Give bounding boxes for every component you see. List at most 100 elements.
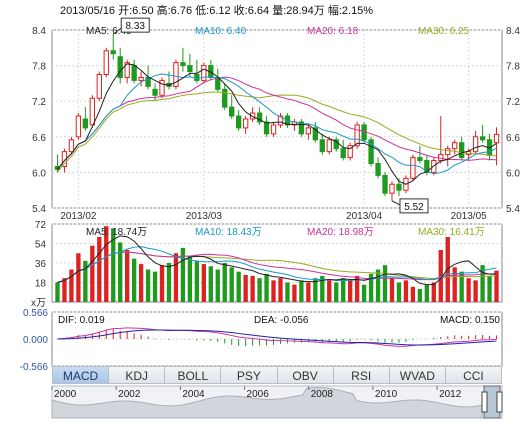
dea-label: DEA: -0.056 (254, 315, 309, 326)
candle-body (180, 62, 186, 67)
volume-bar (487, 276, 492, 302)
price-y-tick-left: 8.4 (32, 26, 46, 37)
candle-body (159, 79, 165, 96)
volume-y-tick: 18 (35, 279, 47, 290)
volume-bar (62, 278, 67, 302)
ma20-line (57, 76, 497, 170)
timeline-year-label: 2002 (118, 389, 141, 400)
volume-bar (410, 286, 416, 302)
tab-rsi[interactable]: RSI (333, 366, 390, 384)
indicator-tabs: MACD KDJ BOLL PSY OBV RSI WVAD CCI (52, 366, 502, 384)
tab-psy[interactable]: PSY (221, 366, 278, 384)
candle-body (459, 142, 465, 159)
volume-bar (361, 284, 367, 302)
candle-body (340, 148, 346, 159)
candle-body (396, 183, 402, 191)
tab-wvad[interactable]: WVAD (389, 366, 446, 384)
volume-y-tick: 54 (35, 240, 47, 251)
candle-body (222, 88, 228, 108)
volume-bar (97, 237, 102, 302)
price-y-tick-left: 7.8 (32, 62, 46, 73)
candle-body (472, 136, 479, 153)
volume-bar (382, 265, 388, 302)
candle-body (326, 139, 332, 153)
candle-body (194, 74, 200, 81)
volume-bar (69, 269, 74, 302)
candle-body (312, 127, 318, 141)
volume-bar (173, 253, 179, 302)
volume-bar (285, 282, 290, 302)
ma10-line (57, 73, 497, 175)
vol-ma20-line (57, 251, 497, 283)
volume-bar (131, 258, 137, 302)
tab-kdj[interactable]: KDJ (109, 366, 166, 384)
volume-bar (480, 265, 485, 302)
timeline-handle-left[interactable] (481, 391, 488, 413)
candle-body (263, 121, 270, 135)
vol-ma20-label: MA20: 18.98万 (307, 227, 374, 238)
volume-bar (236, 271, 241, 302)
candle-body (270, 124, 277, 135)
candle-body (110, 50, 116, 55)
candle-body (131, 65, 137, 81)
volume-y-tick: x万 (31, 298, 46, 309)
volume-bar (354, 276, 360, 302)
volume-bar (313, 278, 318, 302)
candle-body (424, 160, 430, 173)
volume-bar (125, 250, 130, 302)
volume-bar (320, 276, 325, 302)
candle-body (152, 88, 158, 96)
volume-bar (166, 263, 172, 302)
candle-body (347, 145, 353, 159)
ma30-label: MA30: 6.25 (418, 26, 470, 37)
timeline-year-label: 2000 (54, 389, 77, 400)
high-marker-box (120, 17, 150, 33)
vol-ma10-line (57, 246, 497, 283)
candle-body (389, 183, 395, 194)
volume-bar (459, 271, 464, 302)
candle-body (138, 76, 144, 81)
ma20-label: MA20: 6.18 (307, 26, 359, 37)
volume-bar (83, 260, 88, 302)
volume-bar (152, 271, 158, 302)
candle-body (236, 115, 242, 129)
volume-y-tick: 36 (35, 259, 47, 270)
candle-body (333, 139, 339, 150)
volume-bar (417, 289, 423, 302)
timeline-handle-right[interactable] (496, 391, 503, 413)
volume-bar (292, 284, 297, 302)
tab-obv[interactable]: OBV (277, 366, 334, 384)
candle-body (375, 163, 381, 176)
volume-bar (396, 282, 402, 302)
price-y-tick-right: 5.4 (506, 204, 520, 215)
timeline-year-label: 2012 (439, 389, 462, 400)
candle-body (479, 136, 486, 141)
price-y-tick-left: 6.0 (32, 168, 46, 179)
candle-body (229, 106, 235, 117)
volume-y-tick: 72 (35, 220, 47, 231)
volume-bar (389, 278, 395, 302)
volume-bar (424, 284, 429, 302)
volume-bar (278, 278, 283, 302)
tab-cci[interactable]: CCI (445, 366, 502, 384)
candle-body (256, 112, 263, 123)
tab-macd[interactable]: MACD (52, 366, 110, 384)
timeline-overview (51, 387, 483, 419)
volume-bar (222, 263, 227, 302)
tab-boll[interactable]: BOLL (165, 366, 222, 384)
timeline-year-label: 2010 (375, 389, 398, 400)
low-marker-box (399, 198, 429, 214)
candle-body (354, 124, 360, 147)
candle-body (201, 65, 207, 81)
price-y-tick-right: 6.6 (506, 133, 520, 144)
price-y-tick-right: 7.8 (506, 62, 520, 73)
macd-value-label: MACD: 0.150 (440, 315, 500, 326)
low-marker-line (391, 200, 401, 206)
price-y-tick-right: 7.2 (506, 97, 520, 108)
dea-line (57, 329, 497, 346)
volume-bar (473, 280, 478, 302)
x-tick-label: 2013/04 (346, 211, 383, 222)
volume-bar (180, 247, 186, 302)
volume-bar (229, 267, 234, 302)
